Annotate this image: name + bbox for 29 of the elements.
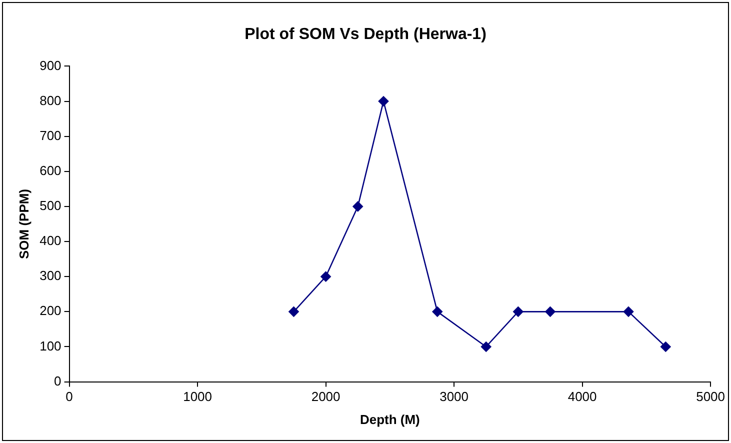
y-tick-label: 300 — [40, 268, 62, 284]
y-axis-title: SOM (PPM) — [16, 188, 32, 260]
x-tick-label: 3000 — [440, 389, 468, 404]
point — [378, 96, 389, 106]
point — [480, 342, 492, 352]
y-tick-label: 500 — [40, 198, 62, 214]
point — [288, 306, 299, 317]
y-tick-label: 700 — [40, 128, 62, 143]
point — [545, 306, 556, 317]
x-tick-label: 5000 — [696, 389, 725, 404]
point — [660, 342, 671, 352]
point — [623, 306, 634, 317]
y-tick-label: 600 — [40, 162, 62, 178]
y-tick-label: 200 — [40, 303, 62, 318]
x-tick-label: 2000 — [311, 389, 340, 404]
x-tick-label: 4000 — [568, 389, 597, 404]
x-axis-title: Depth (M) — [360, 412, 420, 427]
point — [320, 271, 331, 282]
y-tick-label: 800 — [40, 92, 62, 108]
y-tick-label: 400 — [40, 233, 62, 248]
chart-title: Plot of SOM Vs Depth (Herwa-1) — [244, 26, 486, 44]
point — [352, 201, 364, 212]
y-tick-label: 0 — [54, 373, 62, 388]
point — [513, 306, 524, 317]
x-tick-label: 1000 — [183, 389, 212, 404]
point — [432, 306, 443, 317]
y-tick-label: 100 — [40, 338, 62, 354]
y-tick-label: 900 — [40, 58, 62, 73]
x-tick-label: 0 — [66, 389, 73, 404]
